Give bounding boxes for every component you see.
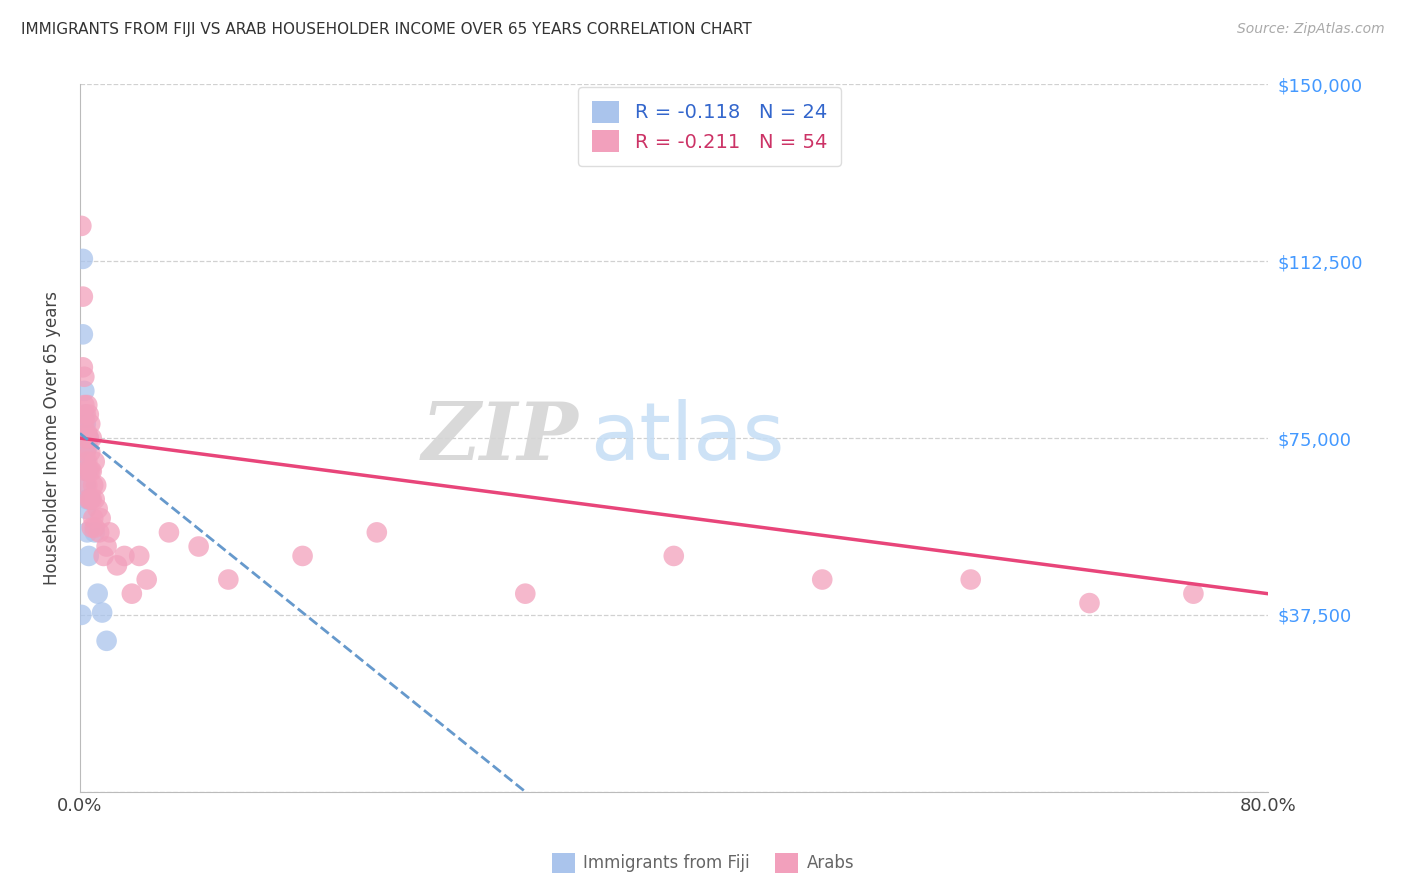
Point	[84, 478, 107, 492]
Point	[80, 492, 103, 507]
Point	[83, 455, 105, 469]
Point	[187, 540, 209, 554]
Point	[80, 431, 103, 445]
Point	[82, 511, 104, 525]
Point	[76, 492, 98, 507]
Point	[77, 431, 100, 445]
Point	[90, 511, 112, 525]
Point	[75, 431, 97, 445]
Point	[72, 290, 94, 304]
Point	[98, 525, 121, 540]
Point	[75, 478, 97, 492]
Point	[75, 501, 97, 516]
Point	[76, 478, 98, 492]
Point	[366, 525, 388, 540]
Point	[105, 558, 128, 573]
Point	[75, 464, 97, 478]
Point	[91, 606, 114, 620]
Point	[76, 464, 98, 478]
Y-axis label: Householder Income Over 65 years: Householder Income Over 65 years	[44, 291, 60, 585]
Point	[959, 573, 981, 587]
Point	[75, 445, 97, 459]
Point	[76, 426, 98, 441]
Point	[135, 573, 157, 587]
Point	[291, 549, 314, 563]
Point	[86, 501, 108, 516]
Point	[96, 540, 118, 554]
Point	[73, 417, 96, 431]
Point	[89, 525, 111, 540]
Point	[73, 445, 96, 459]
Point	[75, 455, 97, 469]
Point	[217, 573, 239, 587]
Point	[75, 417, 97, 431]
Point	[77, 492, 100, 507]
Point	[128, 549, 150, 563]
Point	[70, 607, 93, 622]
Point	[73, 398, 96, 412]
Point	[80, 464, 103, 478]
Point	[72, 327, 94, 342]
Point	[79, 492, 101, 507]
Point	[83, 525, 105, 540]
Point	[79, 464, 101, 478]
Point	[515, 587, 537, 601]
Point	[83, 492, 105, 507]
Point	[79, 417, 101, 431]
Point	[73, 384, 96, 398]
Point	[76, 525, 98, 540]
Point	[112, 549, 135, 563]
Text: atlas: atlas	[591, 399, 785, 477]
Point	[75, 431, 97, 445]
Point	[77, 431, 100, 445]
Point	[93, 549, 115, 563]
Point	[72, 252, 94, 266]
Point	[811, 573, 834, 587]
Text: ZIP: ZIP	[422, 400, 579, 477]
Text: IMMIGRANTS FROM FIJI VS ARAB HOUSEHOLDER INCOME OVER 65 YEARS CORRELATION CHART: IMMIGRANTS FROM FIJI VS ARAB HOUSEHOLDER…	[21, 22, 752, 37]
Point	[70, 219, 93, 233]
Legend: Immigrants from Fiji, Arabs: Immigrants from Fiji, Arabs	[546, 847, 860, 880]
Point	[73, 408, 96, 422]
Point	[83, 521, 105, 535]
Point	[79, 445, 101, 459]
Point	[73, 369, 96, 384]
Point	[70, 431, 93, 445]
Point	[157, 525, 180, 540]
Point	[72, 360, 94, 375]
Point	[77, 408, 100, 422]
Point	[77, 464, 100, 478]
Point	[80, 521, 103, 535]
Point	[73, 422, 96, 436]
Point	[121, 587, 143, 601]
Point	[79, 492, 101, 507]
Point	[1182, 587, 1205, 601]
Point	[86, 587, 108, 601]
Point	[75, 408, 97, 422]
Point	[96, 633, 118, 648]
Point	[1078, 596, 1101, 610]
Point	[76, 398, 98, 412]
Point	[76, 441, 98, 455]
Legend: R = -0.118   N = 24, R = -0.211   N = 54: R = -0.118 N = 24, R = -0.211 N = 54	[578, 87, 841, 166]
Point	[82, 478, 104, 492]
Text: Source: ZipAtlas.com: Source: ZipAtlas.com	[1237, 22, 1385, 37]
Point	[662, 549, 685, 563]
Point	[77, 549, 100, 563]
Point	[76, 455, 98, 469]
